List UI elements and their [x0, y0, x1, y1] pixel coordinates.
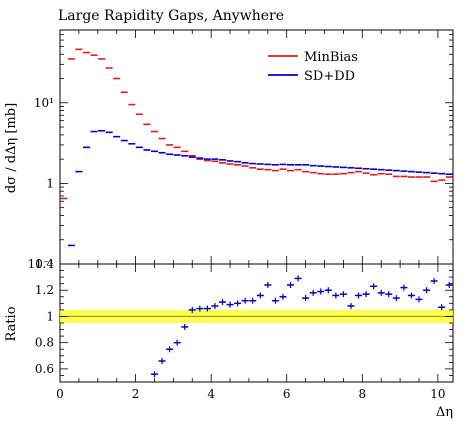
- main-y-tick-label: 10⁻¹: [28, 257, 54, 271]
- ratio-y-tick-label: 1.2: [35, 283, 54, 297]
- main-plot-marks: [60, 48, 453, 247]
- main-y-tick-label: 1: [46, 176, 54, 190]
- ratio-y-tick-label: 1.4: [35, 257, 54, 271]
- chart-title: Large Rapidity Gaps, Anywhere: [58, 8, 284, 24]
- main-plot-frame: [59, 29, 454, 265]
- ratio-y-tick-label: 0.6: [35, 362, 54, 376]
- main-plot-axes: 10⁻¹ 1 10¹: [28, 29, 453, 271]
- x-tick-label: 6: [283, 387, 291, 401]
- ratio-y-axis-label: Ratio: [4, 306, 19, 341]
- x-tick-label: 4: [207, 387, 215, 401]
- legend-label-sddd: SD+DD: [304, 69, 355, 84]
- main-y-axis-label: dσ / dΔη [mb]: [4, 103, 19, 193]
- x-tick-label: 2: [132, 387, 140, 401]
- main-y-tick-label: 10¹: [34, 96, 54, 110]
- x-tick-label: 0: [56, 387, 64, 401]
- legend-label-minbias: MinBias: [304, 50, 358, 65]
- x-tick-label: 8: [358, 387, 366, 401]
- ratio-y-tick-label: 0.8: [35, 336, 54, 350]
- x-axis-label: Δη: [436, 405, 453, 420]
- legend: MinBias SD+DD: [268, 50, 358, 84]
- ratio-plot-axes: 0 2 4 6 8 10 0.6 0.8 1 1.2 1.4: [35, 257, 453, 401]
- ratio-plot-marks: [60, 275, 453, 378]
- x-tick-label: 10: [430, 387, 445, 401]
- ratio-y-tick-label: 1: [46, 309, 54, 323]
